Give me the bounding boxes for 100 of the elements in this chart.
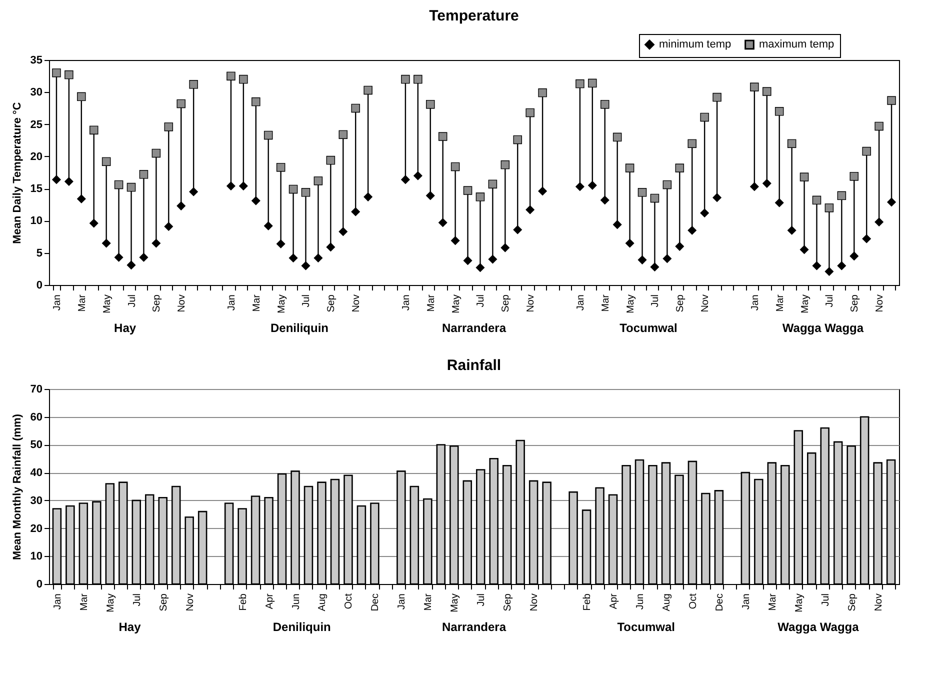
point	[52, 68, 61, 78]
point	[774, 107, 784, 116]
point	[675, 242, 684, 251]
point	[176, 202, 186, 210]
text: Hay	[118, 620, 142, 634]
point	[314, 254, 323, 262]
point	[488, 180, 498, 188]
x-tick-label: Nov	[351, 294, 362, 312]
text: Deniliquin	[270, 321, 329, 335]
point	[164, 222, 174, 231]
y-tick-label: 50	[30, 439, 42, 452]
point	[812, 261, 822, 270]
text: Narrandera	[442, 321, 506, 335]
point	[513, 225, 522, 234]
point	[301, 188, 310, 197]
point	[688, 139, 696, 148]
point	[164, 122, 174, 132]
point	[476, 263, 485, 272]
x-tick-label: Jul	[824, 294, 836, 308]
point	[824, 203, 834, 212]
point	[576, 182, 584, 192]
point	[526, 108, 534, 118]
point	[326, 156, 336, 165]
x-tick-label: Aug	[317, 594, 328, 612]
point	[52, 175, 61, 184]
point	[77, 92, 86, 102]
x-tick-label: Jan	[750, 294, 761, 311]
y-tick-label: 40	[30, 467, 42, 480]
point	[414, 74, 422, 84]
x-tick-label: Jul	[126, 294, 138, 308]
x-tick-label: May	[450, 594, 461, 612]
point	[862, 234, 871, 244]
point	[787, 139, 796, 148]
x-tick-label: Sep	[158, 593, 170, 612]
point	[588, 78, 597, 88]
x-tick-label: Jan	[52, 594, 64, 610]
point	[239, 74, 248, 84]
point	[538, 88, 547, 98]
x-tick-label: Jul	[301, 294, 312, 308]
x-tick-label: Jun	[290, 594, 302, 610]
y-tick-label: 15	[30, 183, 42, 196]
point	[264, 221, 273, 230]
point	[837, 191, 846, 200]
point	[812, 196, 822, 205]
point	[588, 180, 597, 190]
x-tick-label: Mar	[76, 294, 88, 312]
point	[787, 226, 796, 235]
x-tick-label: Aug	[661, 594, 672, 612]
x-tick-label: Jul	[132, 594, 143, 606]
point	[414, 171, 422, 180]
x-tick-label: Sep	[326, 294, 338, 312]
x-tick-label: Jan	[226, 294, 238, 311]
x-tick-label: May	[102, 294, 113, 314]
point	[301, 261, 310, 270]
point	[264, 130, 273, 140]
x-tick-label: Jul	[820, 594, 832, 606]
point	[126, 260, 136, 270]
x-tick-label: Nov	[700, 294, 712, 312]
point	[189, 80, 198, 89]
point	[252, 196, 260, 206]
x-tick-label: Nov	[184, 594, 196, 612]
point	[638, 256, 647, 264]
y-tick-label: 10	[30, 550, 42, 563]
point	[152, 148, 161, 158]
point	[426, 100, 435, 109]
x-tick-label: Jan	[575, 294, 586, 311]
y-axis-title: Mean Daily Temperature °C	[11, 102, 24, 244]
x-tick-label: Sep	[500, 294, 512, 312]
text: Wagga Wagga	[782, 321, 864, 335]
x-tick-label: Mar	[78, 592, 90, 611]
x-tick-label: Jan	[400, 294, 412, 311]
point	[612, 132, 622, 142]
y-tick-label: 0	[36, 578, 42, 590]
x-tick-label: Apr	[264, 592, 276, 610]
y-tick-label: 10	[30, 215, 42, 228]
x-tick-label: Dec	[714, 594, 726, 612]
y-tick-label: 30	[30, 494, 42, 507]
point	[837, 261, 846, 270]
x-tick-label: Jul	[476, 294, 487, 308]
text: Deniliquin	[272, 620, 331, 634]
x-tick-label: Sep	[850, 294, 861, 312]
point	[625, 164, 634, 172]
point	[774, 198, 784, 208]
point	[600, 196, 610, 205]
y-tick-label: 20	[30, 522, 42, 535]
point	[102, 238, 111, 248]
x-tick-label: Sep	[675, 294, 686, 312]
x-tick-label: May	[276, 294, 288, 314]
y-tick-label: 35	[30, 54, 42, 66]
x-tick-label: Sep	[152, 294, 163, 312]
point	[800, 172, 809, 182]
point	[850, 172, 859, 181]
point	[650, 194, 660, 203]
point	[513, 135, 522, 144]
y-tick-label: 0	[36, 280, 42, 292]
point	[463, 256, 472, 265]
point	[500, 243, 510, 252]
x-tick-label: Feb	[582, 593, 594, 611]
point	[288, 254, 298, 262]
x-tick-label: Mar	[774, 294, 786, 312]
